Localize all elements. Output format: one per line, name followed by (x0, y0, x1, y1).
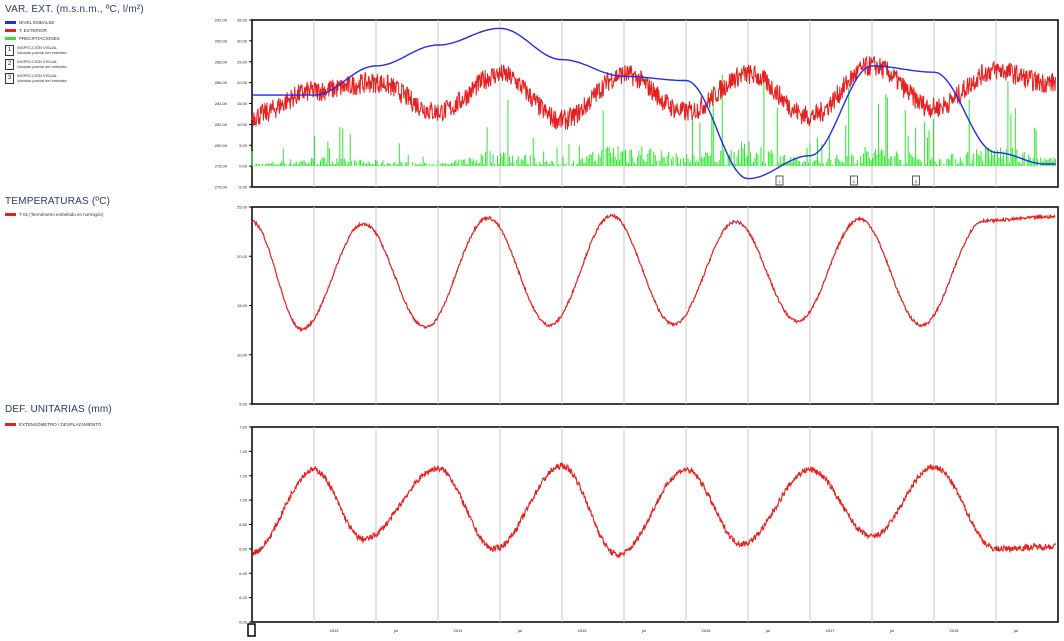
event-marker-3 (912, 175, 920, 186)
deformation-panel-title: DEF. UNITARIAS (mm) (5, 404, 112, 415)
temperature-plot-area (251, 206, 1059, 405)
y-tick-label: 6.20 (239, 595, 248, 600)
event-subtext: Vaciado parcial del embalse (17, 50, 67, 55)
y-right-tick-label: 290.00 (215, 38, 228, 43)
y-right-tick-label: 282.00 (215, 122, 228, 127)
y-tick-label: 10.00 (237, 352, 248, 357)
external-panel-title: VAR. EXT. (m.s.n.m., ºC, l/m²) (5, 4, 144, 15)
y-tick-label: 5.00 (239, 143, 248, 148)
y-right-tick-label: 276.00 (215, 185, 228, 190)
y-tick-label: 10.00 (237, 122, 248, 127)
x-tick-label: 2016 (702, 628, 712, 633)
event-subtext: Vaciado parcial del embalse (17, 64, 67, 69)
y-right-tick-label: 292.00 (215, 18, 228, 23)
y-tick-label: 20.00 (237, 254, 248, 259)
legend-reservoir: NIVEL EMBALSE (5, 18, 67, 26)
y-tick-label: 6.80 (239, 522, 248, 527)
event-marker-box: 1 (5, 45, 14, 56)
y-tick-label: 20.00 (237, 80, 248, 85)
y-tick-label: 15.00 (237, 303, 248, 308)
deformation-plot-area (251, 426, 1059, 623)
external-legend: NIVEL EMBALSE T. EXTERIOR PRECIPITACIONE… (5, 18, 67, 84)
y-tick-label: 6.60 (239, 546, 248, 551)
y-right-tick-label: 284.00 (215, 101, 228, 106)
legend-outdoor-temp: T. EXTERIOR (5, 26, 67, 34)
legend-precipitation: PRECIPITACIONES (5, 34, 67, 42)
y-tick-label: 6.40 (239, 571, 248, 576)
y-tick-label: 0.00 (239, 164, 248, 169)
x-axis-origin-marker (247, 623, 256, 637)
precipitation-swatch (5, 36, 16, 40)
event-marker-box: 2 (5, 59, 14, 70)
x-tick-label: jul (765, 628, 770, 633)
y-tick-label: -5.00 (238, 185, 248, 190)
x-tick-label: jul (889, 628, 894, 633)
x-tick-label: 2017 (826, 628, 836, 633)
y-tick-label: 7.40 (239, 449, 248, 454)
x-tick-label: jul (1013, 628, 1018, 633)
y-right-tick-label: 278.00 (215, 164, 228, 169)
y-tick-label: 7.00 (239, 498, 248, 503)
x-tick-label: 2013 (330, 628, 340, 633)
event-text: INSPECCIÓN VISUAL (17, 73, 58, 78)
y-tick-label: 25.00 (237, 205, 248, 210)
temperature-panel-title: TEMPERATURAS (ºC) (5, 196, 111, 207)
reservoir-level-line (252, 27, 1056, 180)
deformation-line (251, 461, 1057, 559)
y-tick-label: 6.00 (239, 620, 248, 625)
event-legend-1: 1 INSPECCIÓN VISUAL Vaciado parcial del em… (5, 45, 67, 56)
outdoor-temperature-line (251, 56, 1056, 130)
t01-temperature-line (251, 213, 1056, 333)
x-tick-label: 2018 (950, 628, 960, 633)
x-tick-label: 2015 (578, 628, 588, 633)
x-tick-label: jul (393, 628, 398, 633)
reservoir-swatch (5, 20, 16, 24)
deformation-legend: EXTENSÓMETRO / DESPLAZAMIENTO (5, 420, 101, 428)
event-marker-box: 3 (5, 73, 14, 84)
event-marker-label: 3 (915, 179, 918, 184)
y-tick-label: 35.00 (237, 18, 248, 23)
legend-extensometer: EXTENSÓMETRO / DESPLAZAMIENTO (5, 420, 101, 428)
event-legend-2: 2 INSPECCIÓN VISUAL Vaciado parcial del em… (5, 59, 67, 70)
t01-swatch (5, 212, 16, 216)
legend-outdoor-temp-label: T. EXTERIOR (19, 27, 47, 33)
y-tick-label: 5.00 (239, 402, 248, 407)
legend-reservoir-label: NIVEL EMBALSE (19, 19, 55, 25)
y-right-tick-label: 280.00 (215, 143, 228, 148)
event-marker-label: 2 (853, 179, 856, 184)
x-tick-label: jul (641, 628, 646, 633)
legend-precipitation-label: PRECIPITACIONES (19, 35, 60, 41)
x-tick-label: jul (517, 628, 522, 633)
y-tick-label: 7.20 (239, 473, 248, 478)
legend-t01-label: T-01 (Termómetro embebido en hormigón) (19, 211, 104, 217)
event-marker-2 (850, 175, 858, 186)
y-tick-label: 7.60 (239, 425, 248, 430)
y-tick-label: 25.00 (237, 59, 248, 64)
y-tick-label: 30.00 (237, 38, 248, 43)
event-marker-label: 1 (778, 179, 781, 184)
extensometer-swatch (5, 422, 16, 426)
event-text: INSPECCIÓN VISUAL (17, 59, 58, 64)
legend-extensometer-label: EXTENSÓMETRO / DESPLAZAMIENTO (19, 421, 102, 427)
y-tick-label: 15.00 (237, 101, 248, 106)
temperature-legend: T-01 (Termómetro embebido en hormigón) (5, 210, 104, 218)
y-right-tick-label: 288.00 (215, 59, 228, 64)
event-text: INSPECCIÓN VISUAL (17, 45, 58, 50)
x-tick-label: 2014 (454, 628, 464, 633)
event-legend-3: 3 INSPECCIÓN VISUAL Vaciado parcial del em… (5, 73, 67, 84)
y-right-tick-label: 286.00 (215, 80, 228, 85)
outdoor-temp-swatch (5, 28, 16, 32)
legend-t01: T-01 (Termómetro embebido en hormigón) (5, 210, 104, 218)
event-marker-1 (775, 175, 784, 186)
event-subtext: Vaciado parcial del embalse (17, 78, 67, 83)
